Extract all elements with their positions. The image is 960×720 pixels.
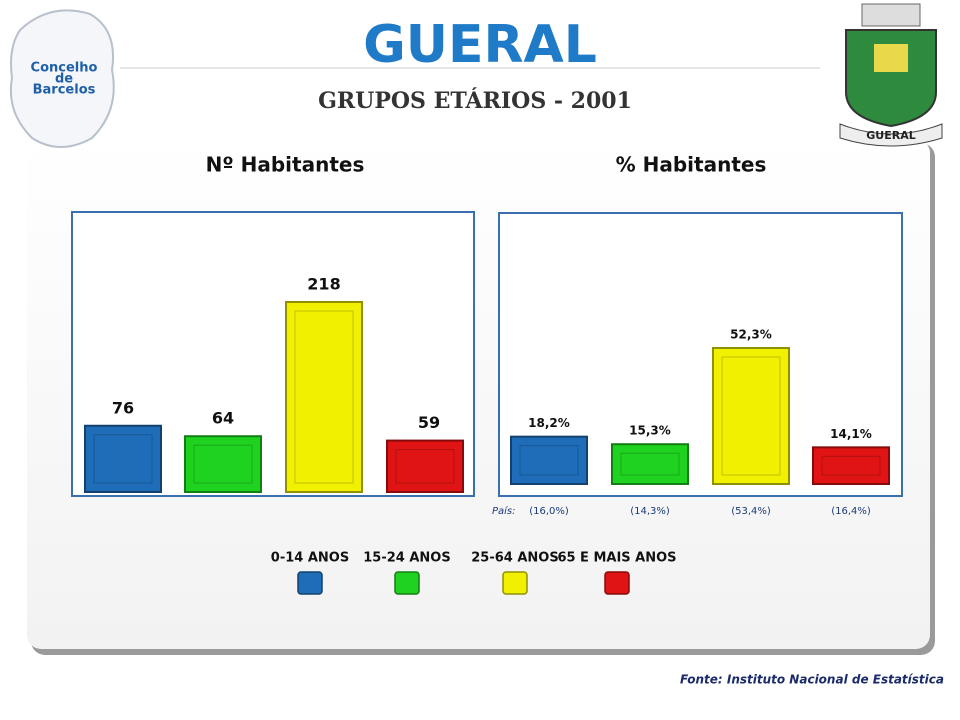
bar-bevel (519, 445, 579, 476)
bar-bevel (821, 455, 881, 476)
bar (184, 435, 262, 493)
reference-value: (16,4%) (831, 506, 871, 517)
value-label: 218 (307, 275, 340, 294)
legend-label: 65 E MAIS ANOS (557, 551, 676, 566)
bar (84, 424, 162, 494)
value-label: 59 (418, 413, 440, 432)
bar-bevel (294, 310, 354, 484)
charts: Nº Habitantes 76 64 218 59 0-14 ANOS 15-24 ANO… (71, 153, 903, 595)
legend-label: 15-24 ANOS (363, 551, 450, 566)
bar (812, 446, 890, 485)
value-label: 18,2% (528, 416, 570, 430)
bar (712, 347, 790, 485)
value-label: 14,1% (830, 427, 872, 441)
chart-title: % Habitantes (616, 153, 767, 177)
reference-value: (16,0%) (529, 506, 569, 517)
legend-label: 25-64 ANOS (471, 551, 558, 566)
logo-text: Barcelos (33, 83, 96, 98)
value-label: 76 (112, 398, 134, 417)
bar-bevel (93, 434, 153, 484)
reference-label: País: (492, 505, 516, 517)
page-subtitle: GRUPOS ETÁRIOS - 2001 (318, 87, 632, 114)
chart-title: Nº Habitantes (206, 153, 365, 177)
bar (510, 435, 588, 485)
reference-value: (53,4%) (731, 506, 771, 517)
value-label: 15,3% (629, 424, 671, 438)
value-label: 64 (212, 409, 234, 428)
bar-bevel (721, 356, 781, 476)
legend-swatch (394, 571, 420, 595)
reference-value: (14,3%) (630, 506, 670, 517)
bar-bevel (193, 444, 253, 484)
crest-crown (861, 3, 921, 27)
bar-bevel (620, 452, 680, 476)
bar-bevel (395, 449, 455, 484)
crest-shield (845, 29, 937, 128)
legend-swatch (604, 571, 630, 595)
crest-charge (874, 44, 908, 72)
page-title: GUERAL (363, 15, 597, 75)
legend-swatch (502, 571, 528, 595)
crest-label: GUERAL (866, 129, 915, 142)
logo-map (9, 9, 115, 148)
value-label: 52,3% (730, 328, 772, 342)
crest-ribbon (839, 123, 943, 147)
logo-text: de (55, 72, 73, 87)
bar (285, 301, 363, 493)
logo-text: Concelho (31, 61, 98, 76)
legend-swatch (297, 571, 323, 595)
bar (386, 439, 464, 493)
bar (611, 443, 689, 485)
legend-label: 0-14 ANOS (271, 551, 349, 566)
source: Fonte: Instituto Nacional de Estatística (680, 673, 944, 687)
